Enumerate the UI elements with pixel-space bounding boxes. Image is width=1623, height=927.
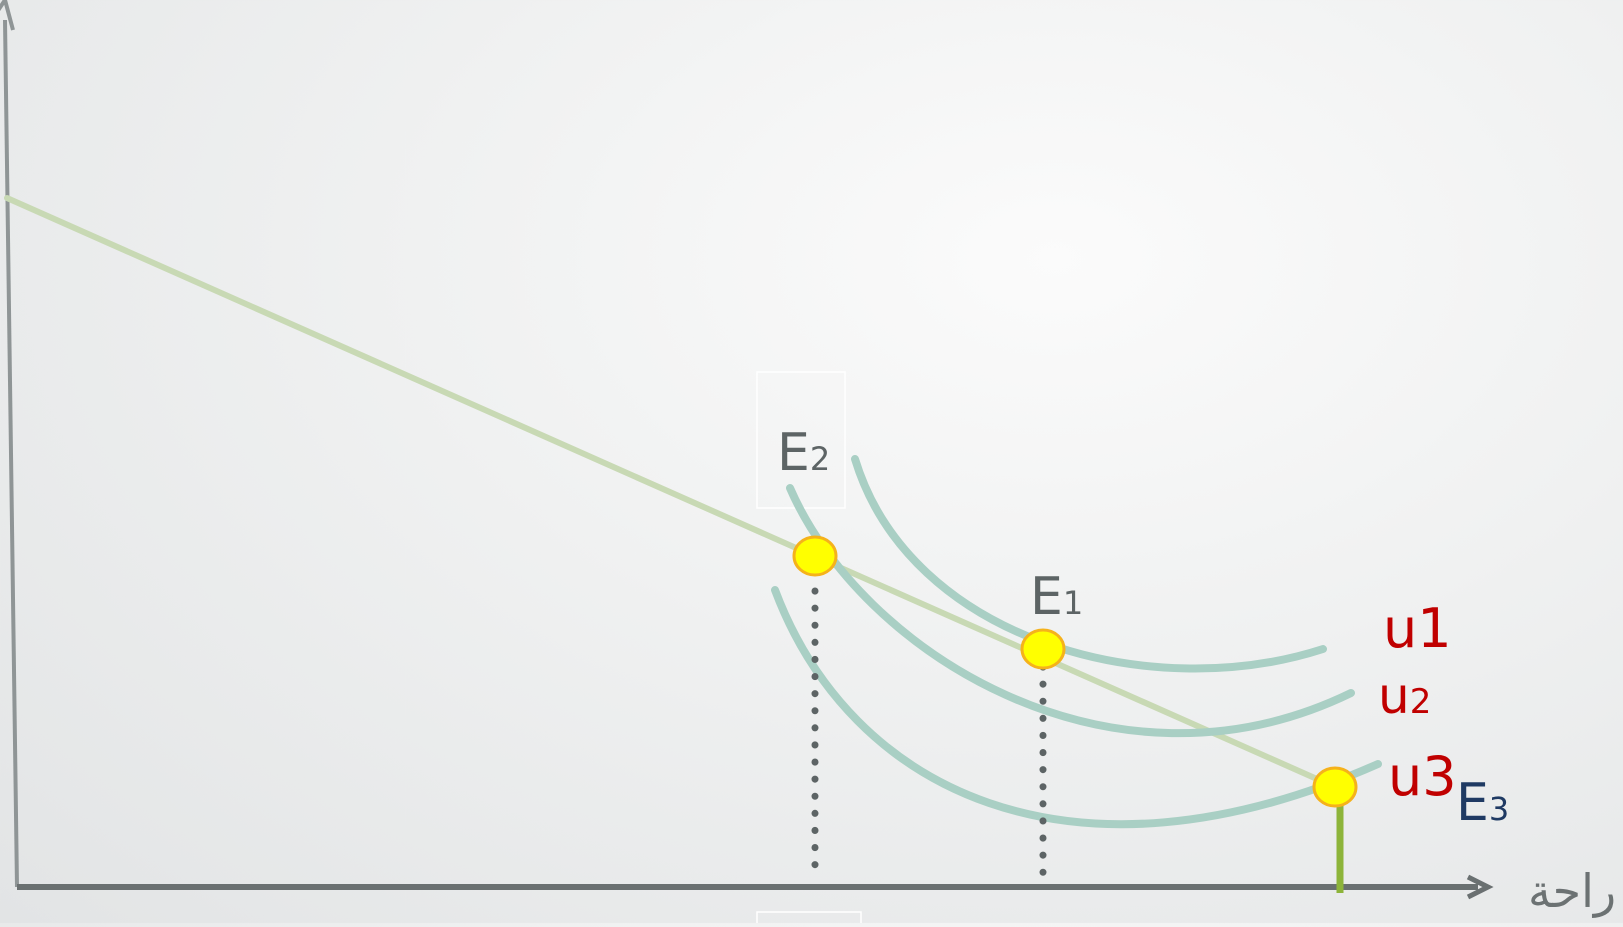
budget-line	[4, 195, 1338, 790]
curve-label-u1: u1	[1383, 597, 1452, 660]
point-label-E3: E3	[1456, 773, 1509, 833]
point-E2	[792, 535, 838, 577]
point-label-E2: E2	[777, 423, 830, 483]
indifference-curve-u1	[851, 455, 1327, 673]
indifference-curve-u3	[771, 586, 1382, 829]
y-axis-arrowhead-icon	[0, 0, 15, 31]
indifference-curves	[771, 455, 1382, 829]
curve-label-u3: u3	[1388, 745, 1457, 808]
x-axis-arrowhead-icon	[1466, 874, 1494, 900]
point-label-E1: E1	[1030, 567, 1083, 627]
point-E1	[1020, 628, 1066, 670]
equilibrium-points	[792, 535, 1358, 808]
drop-lines	[811, 587, 1344, 893]
curve-label-u2: u2	[1378, 667, 1431, 725]
placeholder-box-bottom	[756, 911, 862, 927]
x-axis-label: راحة	[1528, 864, 1616, 918]
y-axis	[3, 19, 19, 888]
point-E3	[1312, 766, 1358, 808]
